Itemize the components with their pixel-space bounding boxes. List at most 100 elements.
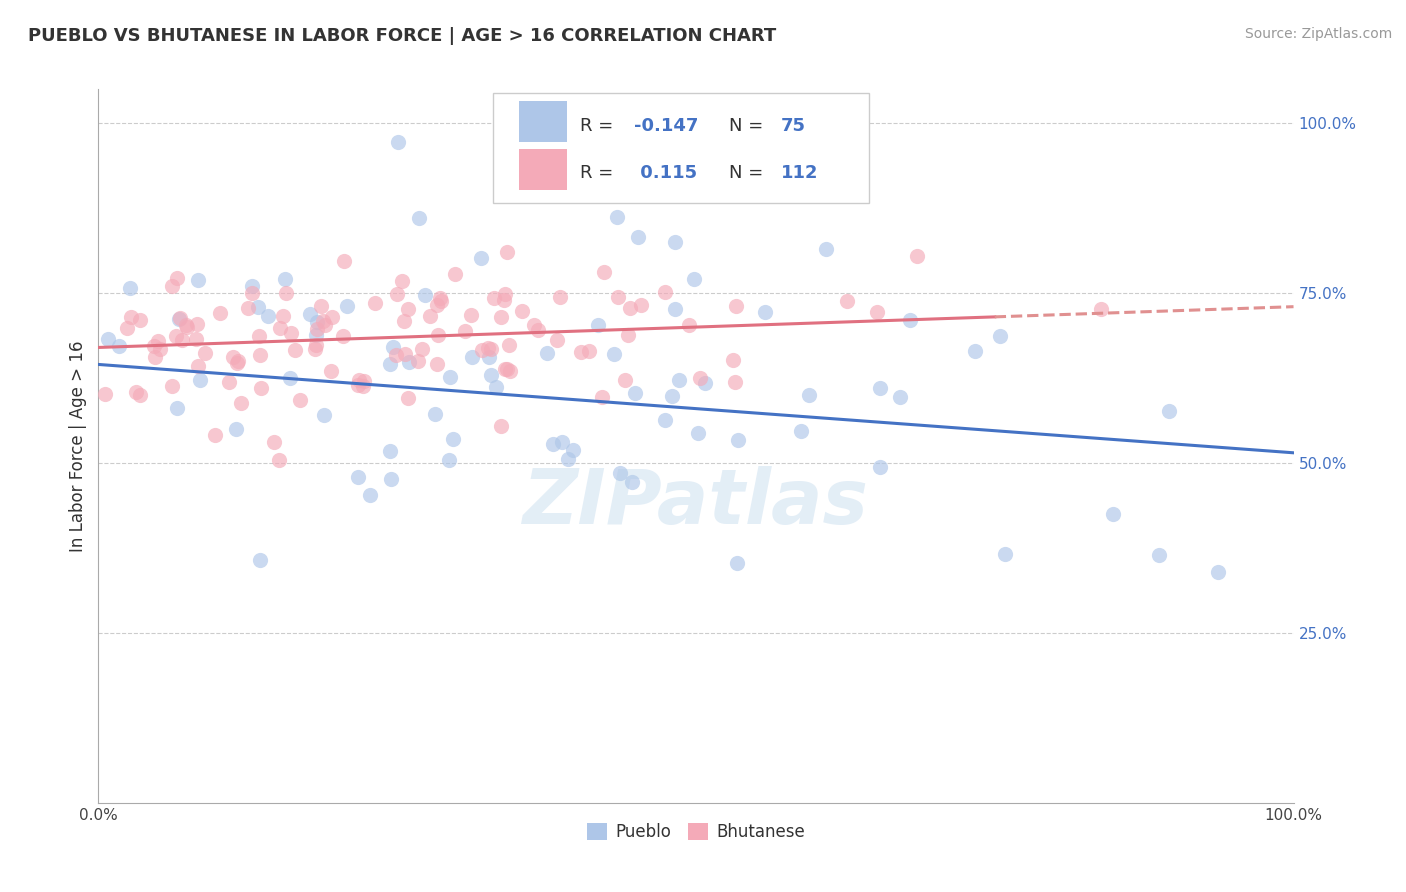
Point [426, 328, 449, 343]
Point [668, 373, 690, 387]
Point [721, 353, 744, 368]
Point [117, 321, 139, 335]
Point [274, 271, 297, 285]
Point [298, 307, 321, 321]
Point [194, 345, 217, 359]
Point [359, 488, 381, 502]
Point [396, 302, 419, 317]
Point [304, 328, 326, 343]
Point [385, 286, 408, 301]
Point [664, 302, 686, 317]
Point [482, 291, 505, 305]
Point [426, 298, 449, 312]
Point [693, 376, 716, 391]
Point [439, 369, 461, 384]
Point [569, 345, 592, 359]
Point [380, 472, 402, 486]
Point [797, 388, 820, 402]
Point [143, 351, 166, 365]
Point [333, 254, 356, 268]
Point [889, 390, 911, 404]
Point [664, 235, 686, 250]
Point [187, 272, 209, 286]
Point [149, 342, 172, 356]
Point [494, 293, 516, 308]
Point [257, 309, 280, 323]
Point [240, 279, 263, 293]
Point [398, 355, 420, 369]
Point [312, 409, 335, 423]
Point [496, 362, 519, 376]
Point [630, 298, 652, 312]
Point [869, 459, 891, 474]
Point [988, 329, 1011, 343]
Point [385, 347, 408, 361]
Point [683, 272, 706, 286]
Point [346, 469, 368, 483]
Point [406, 354, 429, 368]
Point [454, 324, 477, 338]
Point [965, 343, 987, 358]
Point [994, 548, 1017, 562]
Point [249, 553, 271, 567]
Point [166, 401, 188, 416]
Point [226, 353, 249, 368]
Point [725, 556, 748, 570]
FancyBboxPatch shape [519, 102, 567, 142]
Point [312, 314, 335, 328]
Point [491, 418, 513, 433]
Point [143, 338, 166, 352]
Point [378, 357, 401, 371]
Point [387, 136, 409, 150]
Point [280, 326, 302, 341]
Point [603, 346, 626, 360]
Point [247, 328, 270, 343]
Point [869, 381, 891, 395]
Point [561, 442, 583, 457]
Point [166, 271, 188, 285]
Point [305, 314, 328, 328]
Legend: Pueblo, Bhutanese: Pueblo, Bhutanese [581, 816, 811, 848]
Point [226, 356, 249, 370]
Point [477, 341, 499, 355]
Point [479, 342, 502, 356]
Point [499, 364, 522, 378]
Point [548, 290, 571, 304]
Text: 112: 112 [780, 164, 818, 183]
Point [336, 299, 359, 313]
Point [278, 371, 301, 385]
Text: ZIPatlas: ZIPatlas [523, 467, 869, 540]
Point [204, 428, 226, 442]
Point [352, 379, 374, 393]
Point [269, 320, 291, 334]
Point [578, 344, 600, 359]
Point [1147, 548, 1170, 562]
Point [790, 424, 813, 438]
Point [727, 433, 749, 447]
Point [378, 444, 401, 458]
Point [686, 426, 709, 441]
Point [460, 350, 482, 364]
Point [536, 346, 558, 360]
Point [866, 305, 889, 319]
Text: R =: R = [581, 164, 619, 183]
FancyBboxPatch shape [519, 149, 567, 189]
Point [426, 358, 449, 372]
Point [905, 249, 928, 263]
Point [494, 362, 516, 376]
Point [160, 279, 183, 293]
Point [437, 453, 460, 467]
Point [678, 318, 700, 333]
Text: 75: 75 [780, 117, 806, 135]
Point [411, 343, 433, 357]
Point [441, 432, 464, 446]
Point [187, 359, 209, 374]
Point [470, 251, 492, 265]
Point [430, 293, 453, 308]
Point [1090, 302, 1112, 317]
Point [229, 396, 252, 410]
Point [249, 348, 271, 362]
Point [186, 332, 208, 346]
Point [288, 392, 311, 407]
Point [419, 309, 441, 323]
